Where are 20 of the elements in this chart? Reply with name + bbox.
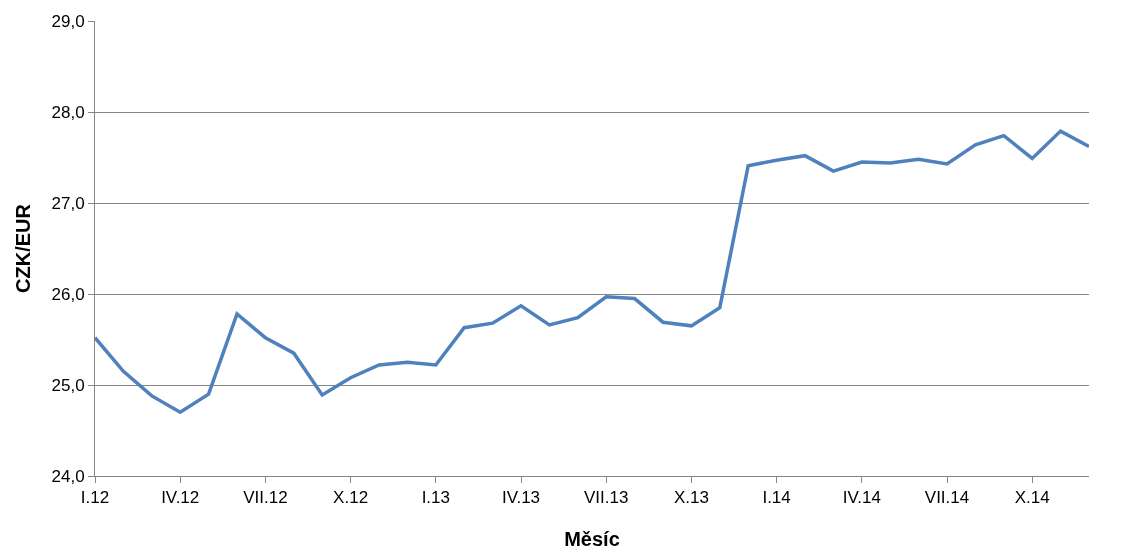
x-tick-label: IV.13 <box>501 488 541 508</box>
x-tick-label: VII.14 <box>924 488 970 508</box>
x-tick-label: VII.12 <box>243 488 288 508</box>
x-tick-label: I.12 <box>80 488 110 508</box>
x-tick-label: X.13 <box>673 488 709 508</box>
x-tick-label: X.12 <box>333 488 369 508</box>
x-tick-label: I.14 <box>762 488 791 508</box>
x-tick-label: I.13 <box>421 488 450 508</box>
x-tick-label: VII.13 <box>583 488 629 508</box>
y-tick-label: 28,0 <box>51 102 85 122</box>
x-tick-label: IV.14 <box>842 488 881 508</box>
y-axis-title: CZK/EUR <box>12 203 35 293</box>
y-tick-label: 27,0 <box>51 193 85 213</box>
y-tick-label: 29,0 <box>51 11 85 31</box>
x-tick-label: IV.12 <box>161 488 200 508</box>
y-tick-label: 25,0 <box>51 375 85 395</box>
y-tick-label: 26,0 <box>51 284 85 304</box>
y-tick-label: 24,0 <box>51 466 85 486</box>
x-tick-label: X.14 <box>1014 488 1050 508</box>
x-axis-title: Měsíc <box>564 527 620 550</box>
